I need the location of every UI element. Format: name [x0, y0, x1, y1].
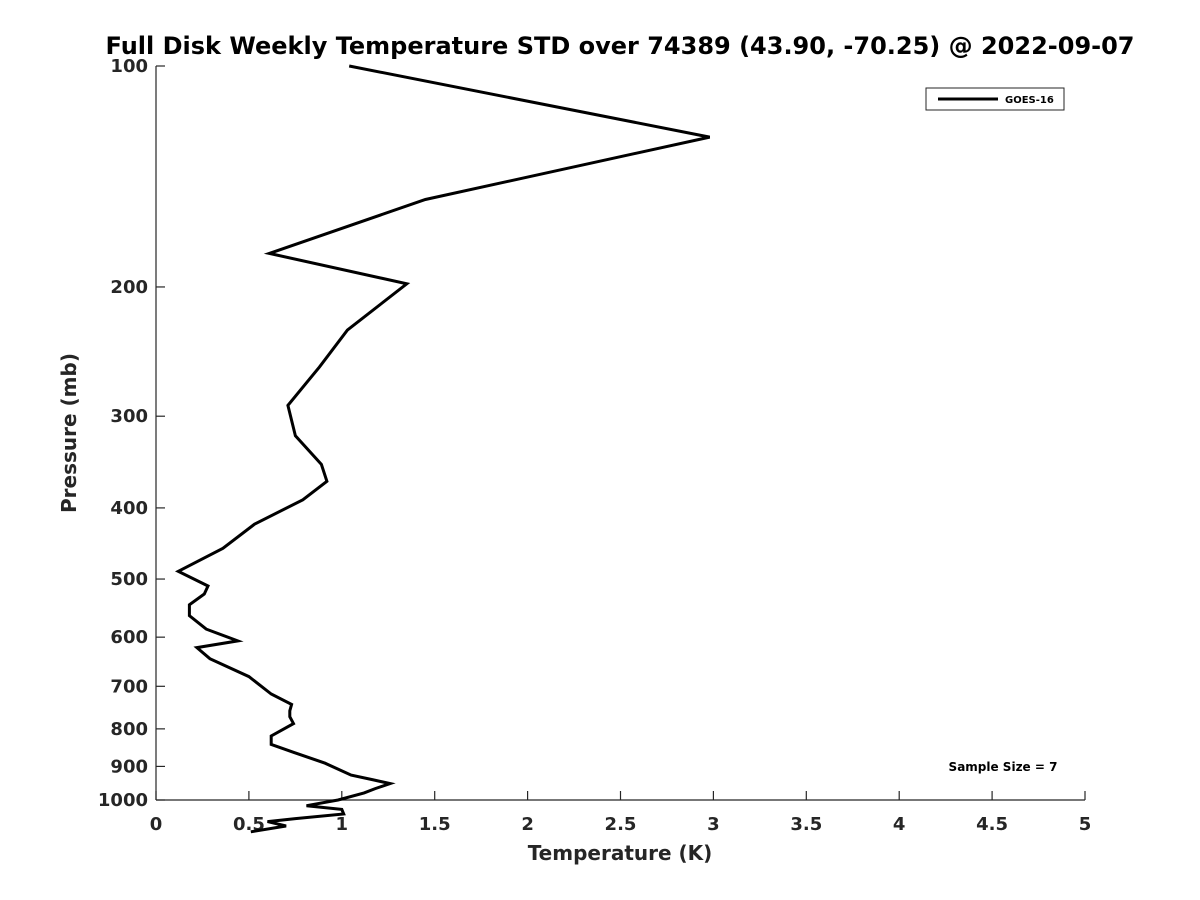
- legend-label: GOES-16: [1005, 95, 1054, 106]
- x-tick-label: 1: [336, 814, 349, 835]
- x-axis-ticks: 0 0.5 1 1.5 2 2.5 3 3.5 4 4.5 5: [150, 791, 1092, 835]
- x-tick-label: 2: [521, 814, 534, 835]
- y-tick-label: 1000: [98, 790, 148, 811]
- x-tick-label: 1.5: [419, 814, 451, 835]
- x-tick-label: 4.5: [976, 814, 1008, 835]
- x-tick-label: 4: [893, 814, 906, 835]
- legend: GOES-16: [925, 87, 1065, 111]
- y-tick-label: 800: [110, 719, 148, 740]
- series-line-goes-16: [174, 64, 711, 834]
- x-tick-label: 3.5: [790, 814, 822, 835]
- x-tick-label: 2.5: [605, 814, 637, 835]
- sample-size-annotation: Sample Size = 7: [949, 760, 1058, 774]
- y-tick-label: 700: [110, 676, 148, 697]
- y-tick-label: 600: [110, 627, 148, 648]
- series-group: [174, 64, 711, 834]
- chart-title: Full Disk Weekly Temperature STD over 74…: [106, 32, 1135, 60]
- y-axis-ticks: 100 200 300 400 500 600 700 800 900 1000: [98, 56, 165, 811]
- y-tick-label: 900: [110, 756, 148, 777]
- y-tick-label: 100: [110, 56, 148, 77]
- x-tick-label: 0.5: [233, 814, 265, 835]
- y-axis-label: Pressure (mb): [57, 353, 81, 513]
- x-tick-label: 5: [1079, 814, 1092, 835]
- y-tick-label: 300: [110, 406, 148, 427]
- x-tick-label: 3: [707, 814, 720, 835]
- y-tick-label: 500: [110, 569, 148, 590]
- y-tick-label: 200: [110, 277, 148, 298]
- x-tick-label: 0: [150, 814, 163, 835]
- y-tick-label: 400: [110, 498, 148, 519]
- x-axis-label: Temperature (K): [528, 841, 713, 865]
